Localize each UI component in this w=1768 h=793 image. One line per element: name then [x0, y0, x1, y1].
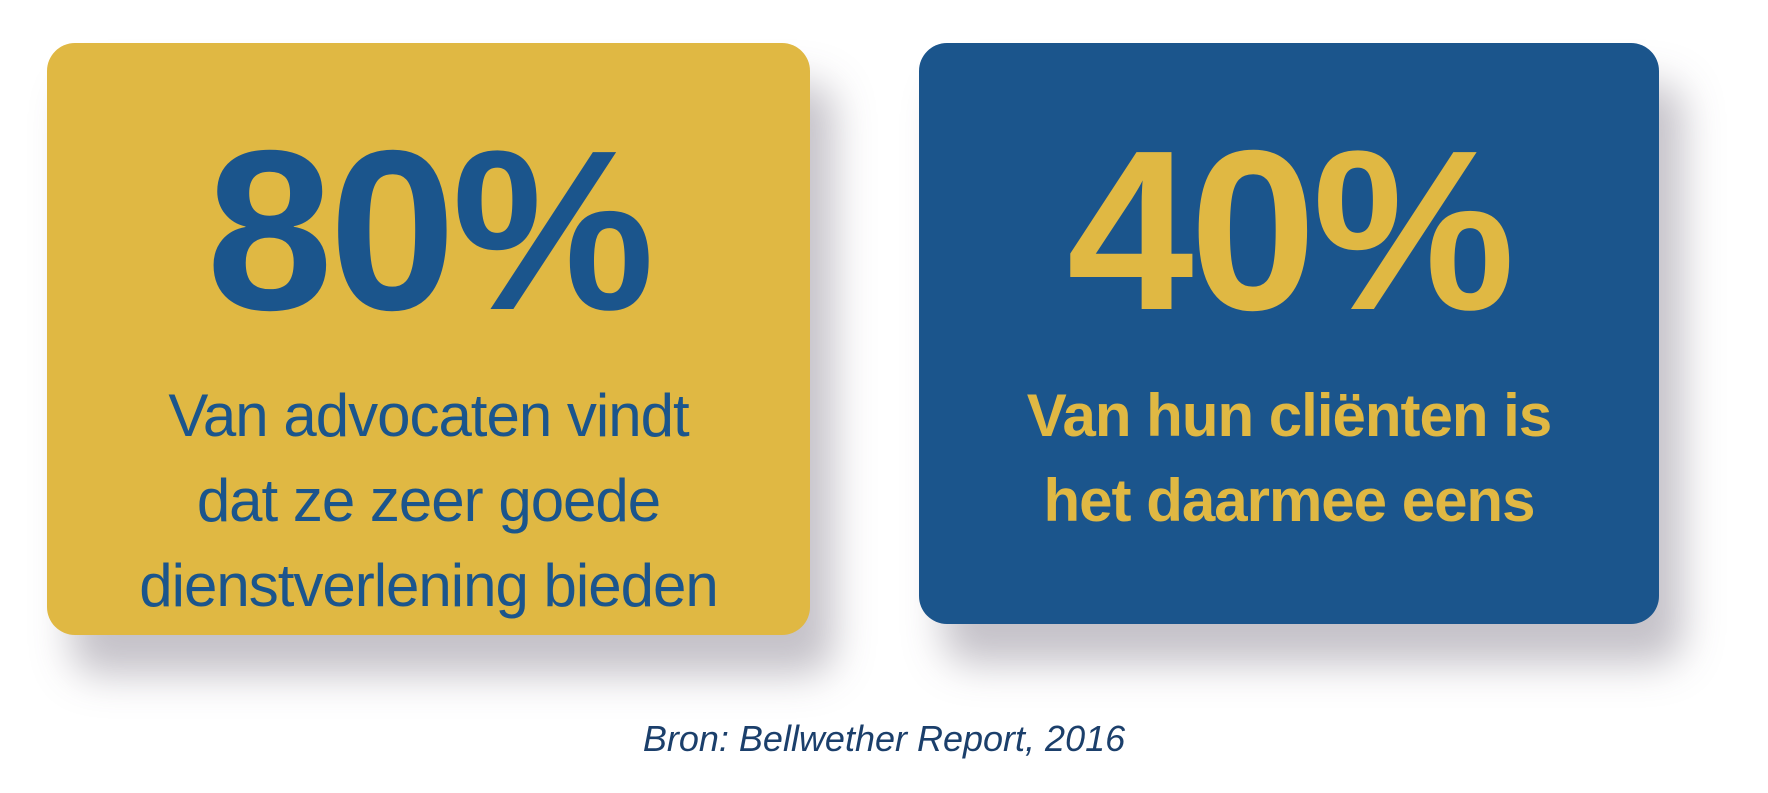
stat-value: 80% — [206, 104, 654, 358]
stat-card: 80% Van advocaten vindt dat ze zeer goede… — [47, 43, 810, 635]
text-line: Van advocaten vindt — [168, 382, 689, 449]
text-line: dienstverlening bieden — [139, 552, 718, 619]
text-line: Van hun cliënten is — [1026, 382, 1552, 449]
stat-text: Van hun cliënten is het daarmee eens — [919, 373, 1659, 543]
text-line: het daarmee eens — [1043, 467, 1536, 534]
text-line: dat ze zeer goede — [196, 467, 661, 534]
stat-value: 40% — [1066, 104, 1515, 358]
source-note: Bron: Bellwether Report, 2016 — [642, 718, 1126, 759]
stat-card: 40% Van hun cliënten is het daarmee eens — [919, 43, 1659, 624]
stat-text: Van advocaten vindt dat ze zeer goede dien… — [47, 373, 810, 628]
